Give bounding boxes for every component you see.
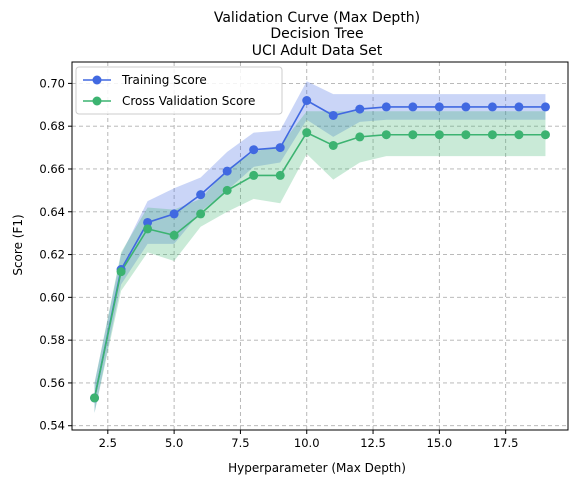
point-cross-validation-score bbox=[487, 130, 497, 140]
series-points bbox=[90, 96, 550, 403]
point-cross-validation-score bbox=[461, 130, 471, 140]
y-tick-label: 0.60 bbox=[39, 290, 65, 304]
y-tick-label: 0.56 bbox=[39, 376, 65, 390]
point-training-score bbox=[169, 209, 179, 219]
point-training-score bbox=[540, 102, 550, 112]
legend-marker-cross-validation-score bbox=[92, 96, 102, 106]
legend-label-training-score: Training Score bbox=[121, 73, 207, 87]
point-cross-validation-score bbox=[169, 230, 179, 240]
plot-frame bbox=[71, 61, 569, 431]
point-training-score bbox=[487, 102, 497, 112]
point-cross-validation-score bbox=[143, 224, 153, 234]
point-cross-validation-score bbox=[222, 185, 232, 195]
y-tick-label: 0.64 bbox=[39, 205, 65, 219]
point-training-score bbox=[143, 217, 153, 227]
band-cross-validation-score bbox=[94, 111, 546, 413]
point-cross-validation-score bbox=[514, 130, 524, 140]
y-tick-label: 0.58 bbox=[39, 333, 65, 347]
point-training-score bbox=[514, 102, 524, 112]
legend-label-cross-validation-score: Cross Validation Score bbox=[122, 94, 255, 108]
band-training-score bbox=[94, 81, 546, 413]
grid bbox=[72, 62, 568, 430]
x-axis-label: Hyperparameter (Max Depth) bbox=[228, 461, 406, 475]
x-tick-label: 15.0 bbox=[427, 436, 453, 450]
x-tick-label: 17.5 bbox=[493, 436, 519, 450]
point-training-score bbox=[408, 102, 418, 112]
point-cross-validation-score bbox=[540, 130, 550, 140]
title-line-1: Validation Curve (Max Depth) bbox=[214, 10, 420, 26]
line-cross-validation-score bbox=[93, 131, 546, 399]
point-training-score bbox=[249, 145, 259, 155]
point-cross-validation-score bbox=[116, 267, 126, 277]
y-tick-label: 0.66 bbox=[39, 162, 65, 176]
y-axis-label: Score (F1) bbox=[11, 214, 25, 275]
x-tick-label: 5.0 bbox=[165, 436, 183, 450]
point-training-score bbox=[355, 104, 365, 114]
point-cross-validation-score bbox=[249, 170, 259, 180]
point-cross-validation-score bbox=[355, 132, 365, 142]
point-cross-validation-score bbox=[328, 140, 338, 150]
point-training-score bbox=[328, 110, 338, 120]
x-tick-label: 12.5 bbox=[360, 436, 386, 450]
y-tick-label: 0.68 bbox=[39, 119, 65, 133]
y-tick-label: 0.70 bbox=[39, 76, 65, 90]
point-training-score bbox=[434, 102, 444, 112]
point-cross-validation-score bbox=[302, 128, 312, 138]
point-cross-validation-score bbox=[434, 130, 444, 140]
point-cross-validation-score bbox=[196, 209, 206, 219]
legend-marker-training-score bbox=[92, 75, 102, 85]
legend-box bbox=[75, 66, 283, 115]
point-cross-validation-score bbox=[408, 130, 418, 140]
point-cross-validation-score bbox=[381, 130, 391, 140]
y-tick-label: 0.54 bbox=[39, 419, 65, 433]
x-tick-label: 2.5 bbox=[99, 436, 117, 450]
point-training-score bbox=[461, 102, 471, 112]
legend: Training Score Cross Validation Score bbox=[75, 66, 283, 115]
y-tick-label: 0.62 bbox=[39, 248, 65, 262]
point-training-score bbox=[302, 96, 312, 106]
x-axis-ticks: 2.5 5.0 7.5 10.0 12.5 15.0 17.5 bbox=[99, 430, 519, 450]
point-training-score bbox=[222, 166, 232, 176]
point-cross-validation-score bbox=[275, 170, 285, 180]
point-training-score bbox=[275, 143, 285, 153]
title-line-2: Decision Tree bbox=[270, 26, 363, 42]
chart-title: Validation Curve (Max Depth) Decision Tr… bbox=[214, 10, 420, 59]
point-training-score bbox=[196, 190, 206, 200]
confidence-bands bbox=[94, 81, 546, 413]
point-training-score bbox=[381, 102, 391, 112]
x-tick-label: 10.0 bbox=[294, 436, 320, 450]
x-tick-label: 7.5 bbox=[231, 436, 249, 450]
y-axis-ticks: 0.54 0.56 0.58 0.60 0.62 0.64 0.66 0.68 0.70 bbox=[39, 76, 72, 433]
title-line-3: UCI Adult Data Set bbox=[252, 43, 383, 59]
point-cross-validation-score bbox=[90, 393, 100, 403]
